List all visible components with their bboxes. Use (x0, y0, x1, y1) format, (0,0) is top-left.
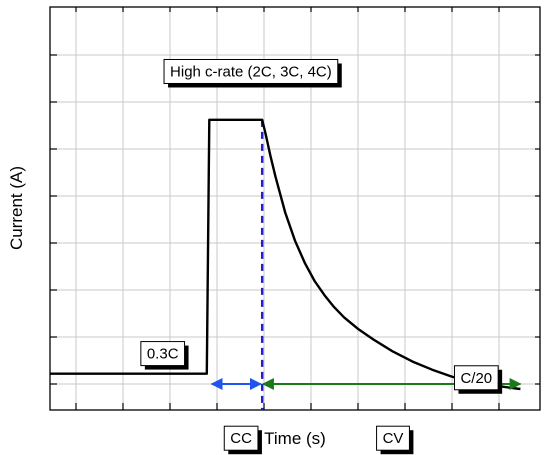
annotation-box (163, 58, 339, 84)
annotation-box (223, 425, 259, 451)
label-c-20: C/20 (453, 365, 503, 394)
annotation-box (140, 341, 186, 367)
x-axis-title: Time (s) (264, 429, 326, 448)
label-cc: CC (223, 425, 262, 455)
label-high-c-rate: High c-rate (2C, 3C, 4C) (163, 58, 342, 88)
annotation-text: CV (383, 430, 404, 447)
annotation-text: CC (230, 430, 252, 447)
annotation-text: 0.3C (147, 346, 179, 363)
axis-ticks (50, 7, 540, 410)
annotation-text: C/20 (460, 370, 492, 387)
annotation-box (453, 365, 499, 391)
series-line-current (50, 118, 521, 391)
annotation-box (376, 425, 410, 451)
plot-frame (49, 6, 541, 411)
annotation-text: High c-rate (2C, 3C, 4C) (170, 63, 332, 80)
label-0-3c: 0.3C (140, 341, 189, 370)
label-cv: CV (376, 425, 414, 455)
y-axis-title: Current (A) (7, 166, 26, 250)
